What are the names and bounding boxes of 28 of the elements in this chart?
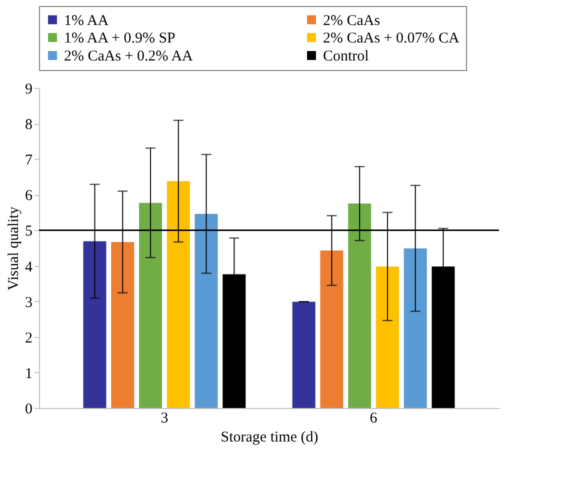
y-tick-label: 8 xyxy=(25,117,32,134)
bar xyxy=(292,302,316,408)
bar xyxy=(404,248,427,408)
y-tick-label: 5 xyxy=(25,224,32,240)
y-tick-label: 6 xyxy=(25,188,33,204)
legend-label: 2% CaAs + 0.07% CA xyxy=(323,30,460,46)
bar xyxy=(83,241,106,408)
y-tick-label: 1 xyxy=(25,366,32,382)
legend-label: 2% CaAs xyxy=(323,12,380,29)
legend-label: 2% CaAs + 0.2% AA xyxy=(64,48,194,64)
bar xyxy=(320,250,344,408)
y-tick-label: 7 xyxy=(25,152,33,169)
y-tick-label: 9 xyxy=(25,82,32,98)
bar xyxy=(166,181,190,408)
legend-label: Control xyxy=(323,48,369,64)
bar xyxy=(111,242,134,408)
legend-label: 1% AA xyxy=(64,12,109,29)
y-tick-label: 4 xyxy=(25,259,33,276)
legend-label: 1% AA + 0.9% SP xyxy=(64,30,176,46)
y-tick-label: 2 xyxy=(25,330,32,346)
bar xyxy=(376,266,399,408)
x-axis-title: Storage time (d) xyxy=(220,430,318,446)
y-axis-title: Visual quality xyxy=(6,206,22,290)
y-tick-label: 3 xyxy=(25,294,32,311)
y-tick-label: 0 xyxy=(25,402,32,418)
bar xyxy=(139,202,162,408)
bar xyxy=(348,204,372,408)
bar xyxy=(194,214,218,408)
